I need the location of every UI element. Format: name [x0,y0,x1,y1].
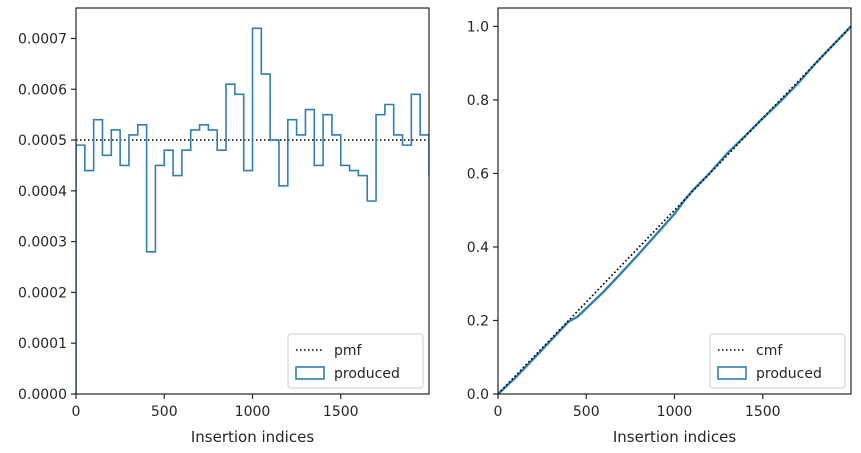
x-tick-label: 1000 [235,404,271,420]
cmf-line-panel: 0 500 1000 1500 0.0 0.2 0.4 0.6 0.8 1.0 Insertion … [467,7,852,446]
plot-area [498,25,851,394]
y-tick-label: 0.0005 [18,133,67,149]
y-tick-label: 0.0 [467,387,489,403]
legend-swatch-produced [295,366,325,380]
x-tick-label: 500 [573,404,600,420]
legend: cmf produced [709,333,846,389]
y-tick-label: 1.0 [467,19,489,35]
x-tick-label: 1500 [323,404,359,420]
y-tick-label: 0.0006 [18,82,67,98]
y-tick-label: 0.8 [467,93,489,109]
legend-label-cmf: cmf [756,343,783,359]
legend: pmf produced [287,333,424,389]
y-tick-label: 0.4 [467,240,489,256]
y-tick-label: 0.0004 [18,184,67,200]
series-produced-step [76,27,429,394]
series-cmf-line-overlay [498,25,851,394]
x-tick-label: 0 [72,404,81,420]
y-tick-label: 0.0002 [18,285,67,301]
legend-swatch-produced [717,366,747,380]
legend-label-produced: produced [756,366,822,382]
plot-area [76,27,429,394]
x-tick-label: 500 [151,404,178,420]
x-tick-label: 1500 [745,404,781,420]
y-tick-label: 0.0001 [18,336,67,352]
y-tick-label: 0.2 [467,313,489,329]
y-tick-label: 0.0000 [18,387,67,403]
legend-label-pmf: pmf [334,343,363,359]
x-tick-label: 1000 [657,404,693,420]
y-tick-label: 0.0003 [18,235,67,251]
series-produced-line [498,25,851,394]
y-tick-label: 0.0007 [18,31,67,47]
x-axis-label: Insertion indices [613,428,736,446]
pmf-histogram-panel: 0 500 1000 1500 0.0000 0.0001 0.0002 0.0003 0.00… [18,7,430,446]
y-tick-label: 0.6 [467,166,489,182]
x-axis-label: Insertion indices [191,428,314,446]
legend-label-produced: produced [334,366,400,382]
legend-frame [709,333,846,389]
legend-frame [287,333,424,389]
x-tick-label: 0 [494,404,503,420]
